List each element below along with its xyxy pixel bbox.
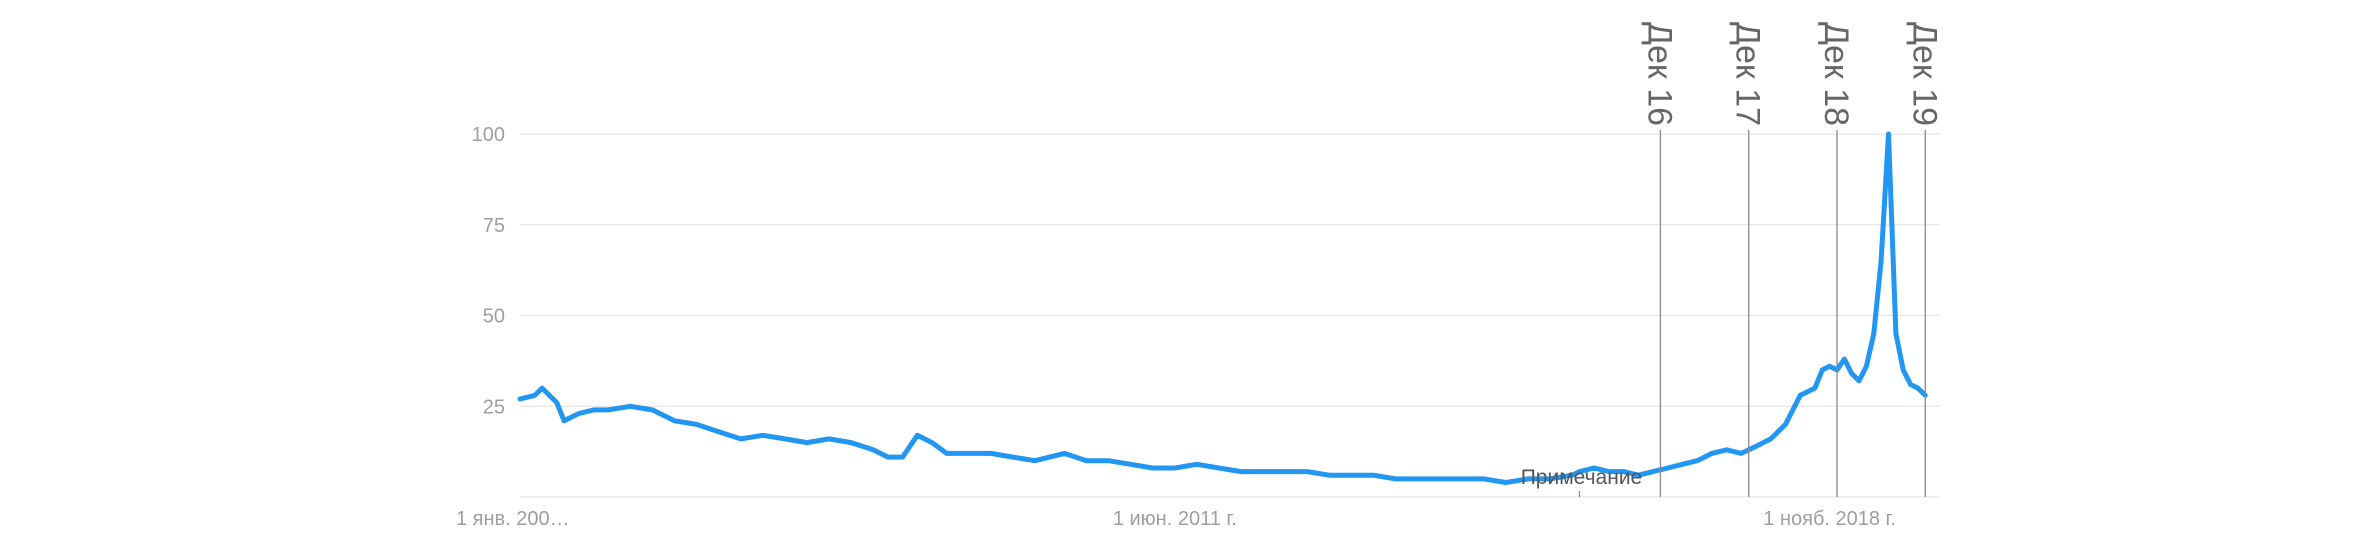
y-tick-label: 75 bbox=[483, 215, 505, 237]
annotation-label: Дек 19 bbox=[1905, 22, 1943, 126]
note-label: Примечание bbox=[1521, 466, 1643, 489]
y-tick-label: 25 bbox=[483, 396, 505, 418]
y-tick-label: 100 bbox=[472, 124, 505, 146]
x-tick-label: 1 янв. 200… bbox=[456, 508, 570, 530]
series-line-1 bbox=[517, 131, 1928, 485]
x-tick-label: 1 нояб. 2018 г. bbox=[1763, 508, 1896, 530]
annotation-label: Дек 17 bbox=[1729, 22, 1767, 126]
x-tick-label: 1 июн. 2011 г. bbox=[1113, 508, 1237, 530]
y-tick-label: 50 bbox=[483, 306, 505, 328]
annotation-label: Дек 18 bbox=[1817, 22, 1855, 126]
annotation-label: Дек 16 bbox=[1640, 22, 1678, 126]
